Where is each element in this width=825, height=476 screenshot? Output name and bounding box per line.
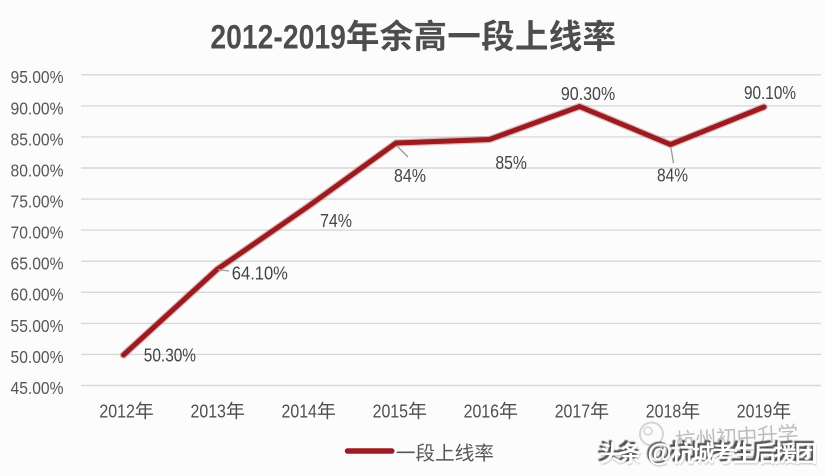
svg-text:75.00%: 75.00% [11,192,64,212]
svg-text:2012: 2012 [99,402,134,422]
svg-text:95.00%: 95.00% [11,67,64,87]
svg-text:50.00%: 50.00% [11,347,64,367]
svg-text:90.30%: 90.30% [561,83,615,104]
svg-text:65.00%: 65.00% [11,254,64,274]
svg-text:60.00%: 60.00% [11,285,64,305]
svg-text:84%: 84% [657,165,688,186]
svg-text:@: @ [646,438,670,466]
svg-text:@: @ [647,440,671,468]
svg-text:85.00%: 85.00% [11,129,64,149]
svg-text:2018: 2018 [646,402,681,422]
svg-text:2015: 2015 [373,402,408,422]
svg-text:2019: 2019 [737,402,772,422]
svg-text:55.00%: 55.00% [11,316,64,336]
svg-text:2012-2019: 2012-2019 [210,18,346,56]
svg-text:90.10%: 90.10% [744,82,796,103]
svg-text:84%: 84% [394,165,426,186]
svg-text:64.10%: 64.10% [232,263,288,284]
svg-text:2017: 2017 [555,402,590,422]
svg-text:80.00%: 80.00% [11,160,64,180]
svg-text:@: @ [648,441,672,469]
svg-text:2013: 2013 [191,402,226,422]
svg-text:45.00%: 45.00% [11,378,64,398]
svg-text:2016: 2016 [464,402,499,422]
svg-text:50.30%: 50.30% [144,345,196,366]
svg-text:70.00%: 70.00% [11,223,64,243]
svg-text:2014: 2014 [282,402,317,422]
svg-text:74%: 74% [320,210,352,231]
svg-text:85%: 85% [495,152,527,173]
svg-text:90.00%: 90.00% [11,98,64,118]
